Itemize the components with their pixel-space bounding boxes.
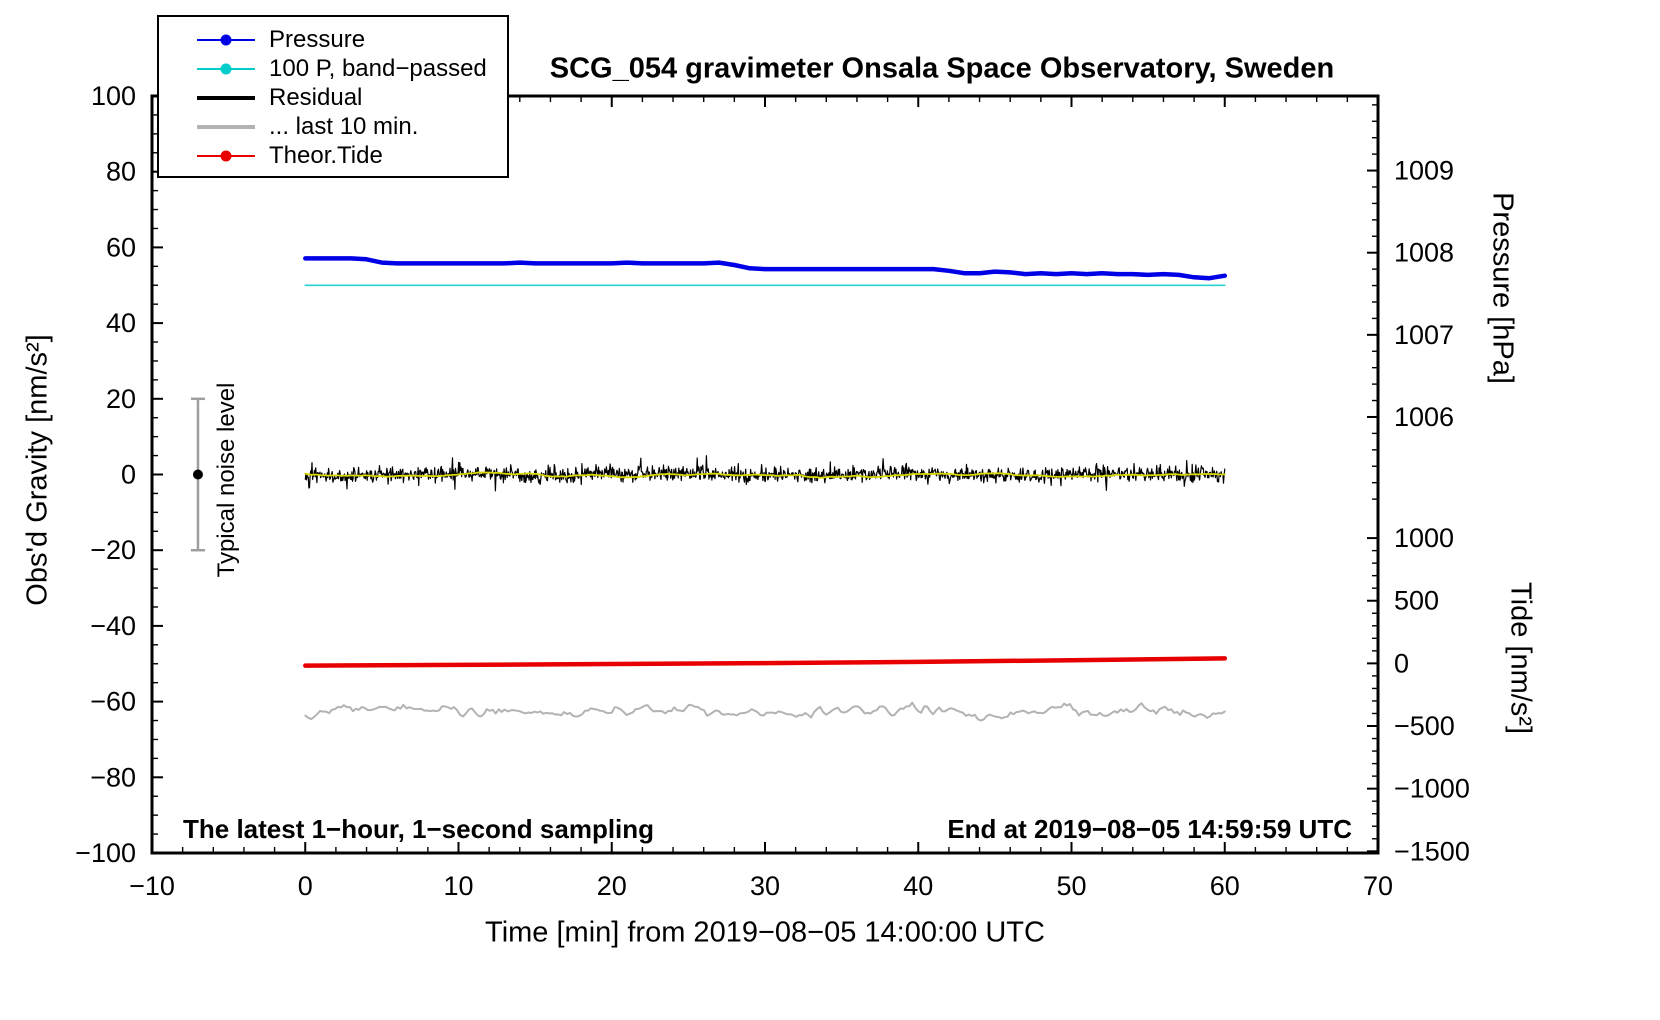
- svg-text:60: 60: [106, 232, 136, 262]
- svg-text:1009: 1009: [1394, 156, 1454, 186]
- last-10-min-line-marker-icon: [197, 112, 255, 141]
- svg-text:10: 10: [443, 871, 473, 901]
- svg-text:20: 20: [106, 384, 136, 414]
- chart-title: SCG_054 gravimeter Onsala Space Observat…: [549, 52, 1335, 85]
- svg-text:50: 50: [1056, 871, 1086, 901]
- legend-item-pressure: Pressure: [159, 25, 507, 54]
- legend-item-theor-tide: Theor.Tide: [159, 141, 507, 170]
- legend-item-band-passed: 100 P, band−passed: [159, 54, 507, 83]
- y-axis-label-pressure: Pressure [hPa]: [1486, 192, 1519, 384]
- svg-text:−60: −60: [90, 687, 136, 717]
- svg-text:−100: −100: [75, 838, 136, 868]
- residual-line-marker-icon: [197, 83, 255, 112]
- svg-text:80: 80: [106, 157, 136, 187]
- y-axis-label-gravity: Obs'd Gravity [nm/s²]: [21, 334, 54, 606]
- legend-label: Pressure: [269, 25, 366, 53]
- svg-text:30: 30: [750, 871, 780, 901]
- legend-label: 100 P, band−passed: [269, 54, 487, 82]
- svg-text:0: 0: [298, 871, 313, 901]
- svg-text:0: 0: [1394, 648, 1409, 678]
- svg-text:−80: −80: [90, 762, 136, 792]
- theor-tide-line-marker-icon: [197, 141, 255, 170]
- pressure-line-marker-icon: [197, 25, 255, 54]
- svg-text:20: 20: [597, 871, 627, 901]
- annotation-end-time: End at 2019−08−05 14:59:59 UTC: [947, 814, 1352, 844]
- svg-text:40: 40: [903, 871, 933, 901]
- svg-text:100: 100: [91, 81, 136, 111]
- svg-text:500: 500: [1394, 586, 1439, 616]
- svg-text:−1000: −1000: [1394, 774, 1470, 804]
- svg-text:−10: −10: [129, 871, 175, 901]
- legend-label: Residual: [269, 83, 363, 111]
- svg-text:60: 60: [1210, 871, 1240, 901]
- svg-text:40: 40: [106, 308, 136, 338]
- x-axis-label: Time [min] from 2019−08−05 14:00:00 UTC: [485, 916, 1045, 949]
- svg-text:−40: −40: [90, 611, 136, 641]
- svg-text:0: 0: [121, 460, 136, 490]
- annotation-sampling: The latest 1−hour, 1−second sampling: [183, 814, 655, 844]
- svg-text:70: 70: [1363, 871, 1393, 901]
- svg-text:1000: 1000: [1394, 523, 1454, 553]
- legend-label: Theor.Tide: [269, 141, 383, 169]
- svg-text:1007: 1007: [1394, 320, 1454, 350]
- legend-item-last-10-min: ... last 10 min.: [159, 112, 507, 141]
- y-axis-label-tide: Tide [nm/s²]: [1504, 581, 1537, 735]
- svg-text:−20: −20: [90, 535, 136, 565]
- svg-text:−1500: −1500: [1394, 836, 1470, 866]
- svg-text:1008: 1008: [1394, 238, 1454, 268]
- typical-noise-level-label: Typical noise level: [213, 382, 240, 578]
- band-passed-line-marker-icon: [197, 54, 255, 83]
- legend: Pressure 100 P, band−passed Residual ...…: [157, 15, 509, 178]
- legend-label: ... last 10 min.: [269, 112, 419, 140]
- svg-text:−500: −500: [1394, 711, 1455, 741]
- legend-item-residual: Residual: [159, 83, 507, 112]
- svg-text:1006: 1006: [1394, 402, 1454, 432]
